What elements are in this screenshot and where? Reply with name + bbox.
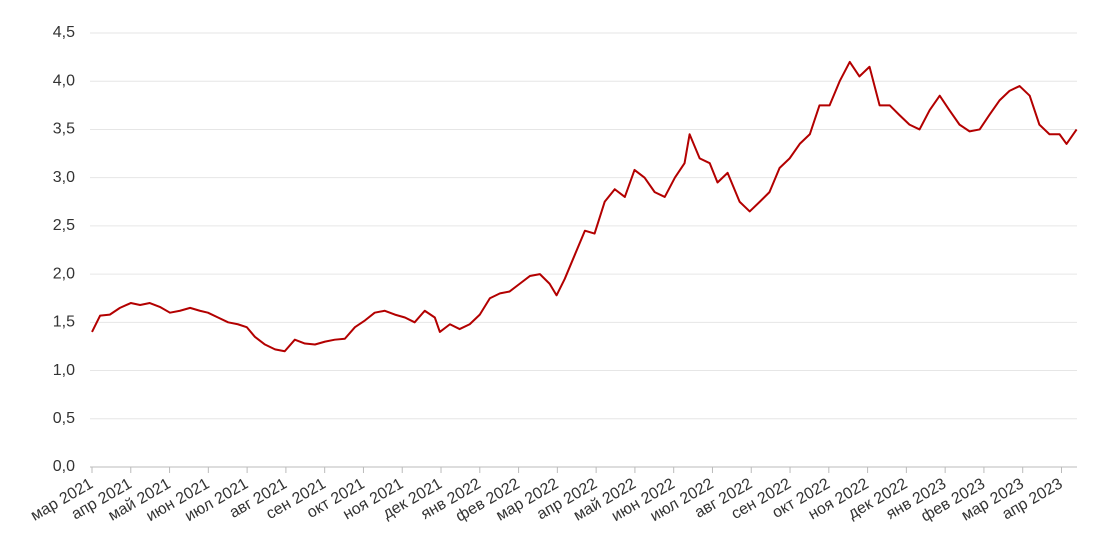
y-tick-label: 2,0 [53,265,75,282]
y-tick-label: 2,5 [53,217,75,234]
data-line [91,60,1078,353]
y-tick-label: 0,0 [53,458,75,475]
y-tick-label: 1,0 [53,362,75,379]
y-tick-label: 4,0 [53,72,75,89]
y-tick-label: 3,5 [53,121,75,138]
y-tick-label: 4,5 [53,24,75,41]
y-tick-label: 1,5 [53,314,75,331]
y-tick-label: 0,5 [53,410,75,427]
y-tick-label: 3,0 [53,169,75,186]
